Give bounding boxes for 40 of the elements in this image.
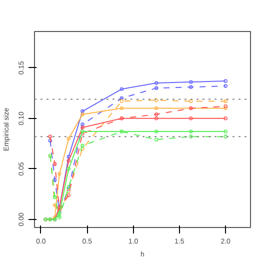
point	[154, 106, 158, 110]
point	[66, 193, 71, 198]
point	[120, 87, 124, 91]
point	[154, 116, 158, 120]
point	[52, 195, 57, 200]
point	[80, 109, 84, 114]
point	[120, 106, 124, 110]
point	[154, 112, 158, 116]
point	[80, 144, 84, 148]
point	[224, 134, 228, 138]
point	[48, 138, 52, 143]
point	[66, 167, 71, 171]
point	[52, 162, 57, 166]
point	[189, 99, 193, 104]
point	[189, 80, 193, 84]
point	[120, 96, 124, 100]
point	[224, 99, 228, 104]
point	[80, 122, 84, 126]
point	[154, 86, 158, 90]
point	[66, 158, 71, 163]
point	[58, 216, 62, 220]
point	[189, 116, 193, 120]
point	[58, 172, 62, 176]
point	[80, 126, 84, 130]
point	[52, 178, 57, 182]
point	[224, 84, 228, 88]
point	[66, 136, 71, 140]
point	[120, 99, 124, 104]
point	[66, 154, 71, 159]
point	[80, 112, 84, 116]
point	[154, 138, 158, 142]
point	[154, 130, 158, 134]
point	[48, 134, 52, 138]
point	[189, 130, 193, 134]
point	[80, 146, 84, 151]
point	[189, 134, 193, 138]
point	[154, 98, 158, 102]
point	[66, 189, 71, 194]
point	[189, 85, 193, 89]
point	[154, 81, 158, 85]
